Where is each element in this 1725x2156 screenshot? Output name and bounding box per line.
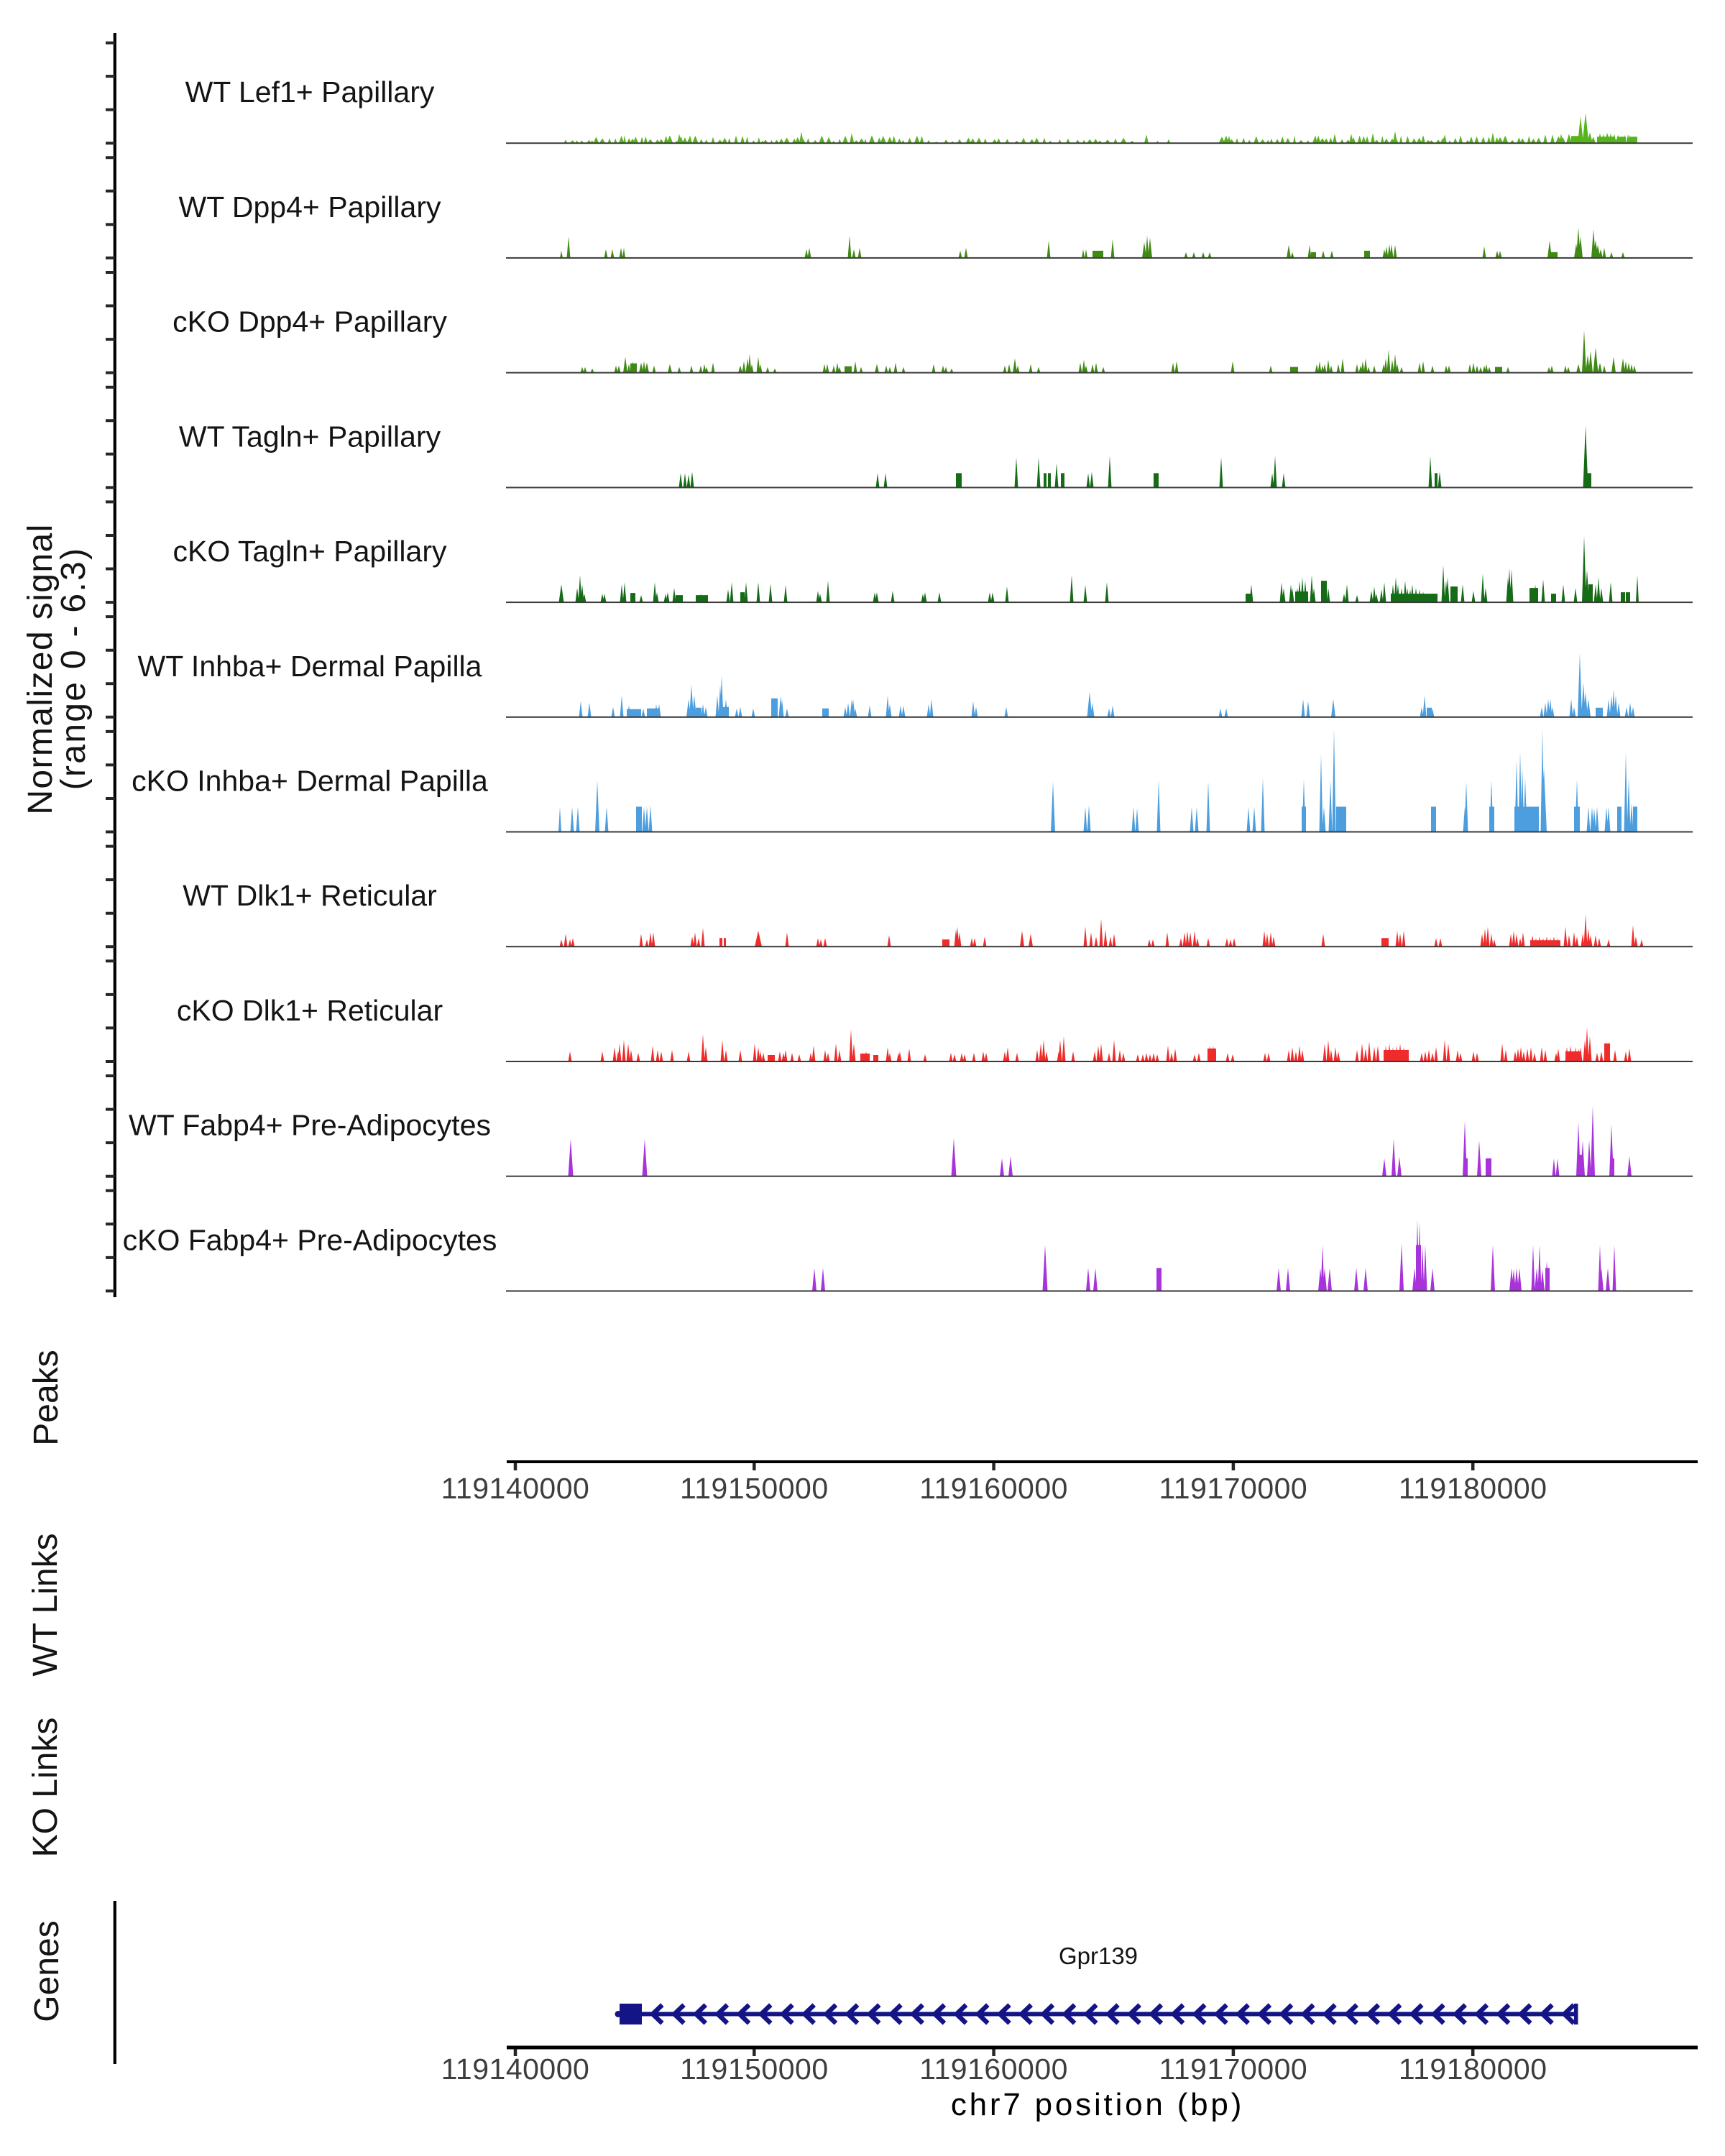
svg-text:119180000: 119180000 (1399, 2053, 1547, 2086)
svg-text:cKO Dlk1+ Reticular: cKO Dlk1+ Reticular (177, 994, 443, 1027)
svg-text:119180000: 119180000 (1399, 1472, 1547, 1505)
svg-text:cKO Tagln+ Papillary: cKO Tagln+ Papillary (173, 535, 447, 568)
svg-text:WT Fabp4+ Pre-Adipocytes: WT Fabp4+ Pre-Adipocytes (129, 1109, 491, 1142)
svg-text:cKO Dpp4+ Papillary: cKO Dpp4+ Papillary (172, 305, 447, 338)
svg-text:119150000: 119150000 (680, 1472, 829, 1505)
svg-text:119160000: 119160000 (919, 2053, 1068, 2086)
svg-text:Normalized signal: Normalized signal (22, 523, 60, 814)
svg-text:119150000: 119150000 (680, 2053, 829, 2086)
svg-text:cKO Fabp4+ Pre-Adipocytes: cKO Fabp4+ Pre-Adipocytes (123, 1223, 497, 1256)
svg-text:119170000: 119170000 (1159, 2053, 1308, 2086)
svg-text:119160000: 119160000 (919, 1472, 1068, 1505)
svg-text:WT Links: WT Links (27, 1533, 65, 1676)
svg-text:Peaks: Peaks (27, 1350, 65, 1445)
svg-text:(range 0 - 6.3): (range 0 - 6.3) (55, 547, 93, 791)
svg-text:119170000: 119170000 (1159, 1472, 1308, 1505)
svg-text:KO Links: KO Links (27, 1718, 65, 1858)
svg-text:WT Tagln+ Papillary: WT Tagln+ Papillary (179, 420, 441, 453)
svg-text:Gpr139: Gpr139 (1059, 1943, 1138, 1969)
svg-text:chr7 position (bp): chr7 position (bp) (951, 2087, 1244, 2122)
svg-text:Genes: Genes (28, 1920, 66, 2022)
svg-text:WT Inhba+ Dermal Papilla: WT Inhba+ Dermal Papilla (138, 650, 482, 683)
svg-text:119140000: 119140000 (441, 1472, 590, 1505)
svg-text:WT Dlk1+ Reticular: WT Dlk1+ Reticular (183, 879, 437, 912)
svg-text:WT Lef1+ Papillary: WT Lef1+ Papillary (185, 75, 435, 109)
svg-text:119140000: 119140000 (441, 2053, 590, 2086)
svg-text:cKO Inhba+ Dermal Papilla: cKO Inhba+ Dermal Papilla (132, 765, 488, 798)
svg-text:WT Dpp4+ Papillary: WT Dpp4+ Papillary (179, 190, 441, 224)
